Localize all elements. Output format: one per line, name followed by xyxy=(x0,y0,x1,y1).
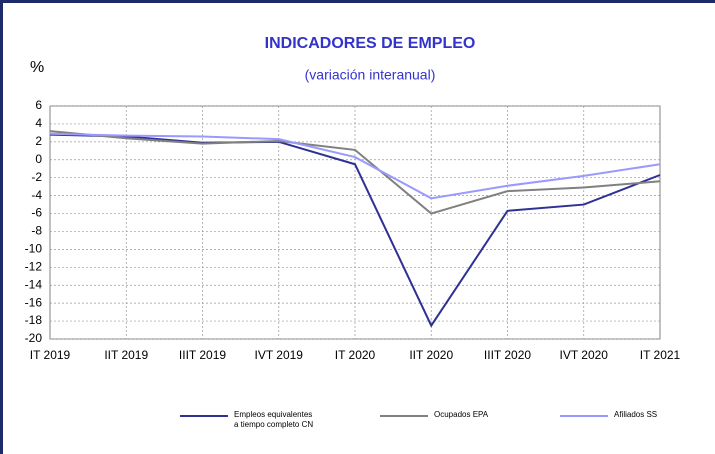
series-line xyxy=(49,132,661,200)
y-tick-label: 2 xyxy=(35,134,42,148)
legend-swatch xyxy=(560,415,608,417)
legend-swatch xyxy=(180,415,228,417)
legend-label: Afiliados SS xyxy=(614,410,658,419)
x-tick-label: IIT 2019 xyxy=(104,348,148,362)
chart-title: INDICADORES DE EMPLEO xyxy=(265,35,476,52)
series-line xyxy=(49,130,661,215)
y-tick-label: -18 xyxy=(25,313,43,327)
y-tick-label: -16 xyxy=(25,295,43,309)
y-tick-label: 0 xyxy=(35,152,42,166)
x-tick-label: IT 2021 xyxy=(640,348,681,362)
x-tick-label: IVT 2019 xyxy=(255,348,304,362)
legend-item: Empleos equivalentes a tiempo completo C… xyxy=(180,410,314,430)
x-tick-label: IT 2019 xyxy=(30,348,71,362)
legend-item: Afiliados SS xyxy=(560,410,694,420)
x-tick-label: IIIT 2019 xyxy=(179,348,226,362)
y-tick-label: -8 xyxy=(31,224,42,238)
y-axis-label: % xyxy=(30,59,44,76)
x-tick-label: IIIT 2020 xyxy=(484,348,531,362)
y-tick-label: -2 xyxy=(31,170,42,184)
y-tick-label: -20 xyxy=(25,331,43,345)
x-tick-label: IVT 2020 xyxy=(560,348,609,362)
y-tick-label: 4 xyxy=(35,116,42,130)
legend-label: Ocupados EPA xyxy=(434,410,489,419)
y-tick-label: -10 xyxy=(25,242,43,256)
legend-swatch xyxy=(380,415,428,417)
y-tick-label: -14 xyxy=(25,277,43,291)
chart-subtitle: (variación interanual) xyxy=(305,67,436,83)
series-line xyxy=(49,133,661,328)
legend-label: Empleos equivalentes a tiempo completo C… xyxy=(234,410,314,429)
y-tick-label: -12 xyxy=(25,259,43,273)
legend-item: Ocupados EPA xyxy=(380,410,514,420)
y-tick-label: -6 xyxy=(31,206,42,220)
y-tick-label: -4 xyxy=(31,188,42,202)
x-tick-label: IT 2020 xyxy=(335,348,376,362)
y-tick-label: 6 xyxy=(35,98,42,112)
x-tick-label: IIT 2020 xyxy=(409,348,453,362)
